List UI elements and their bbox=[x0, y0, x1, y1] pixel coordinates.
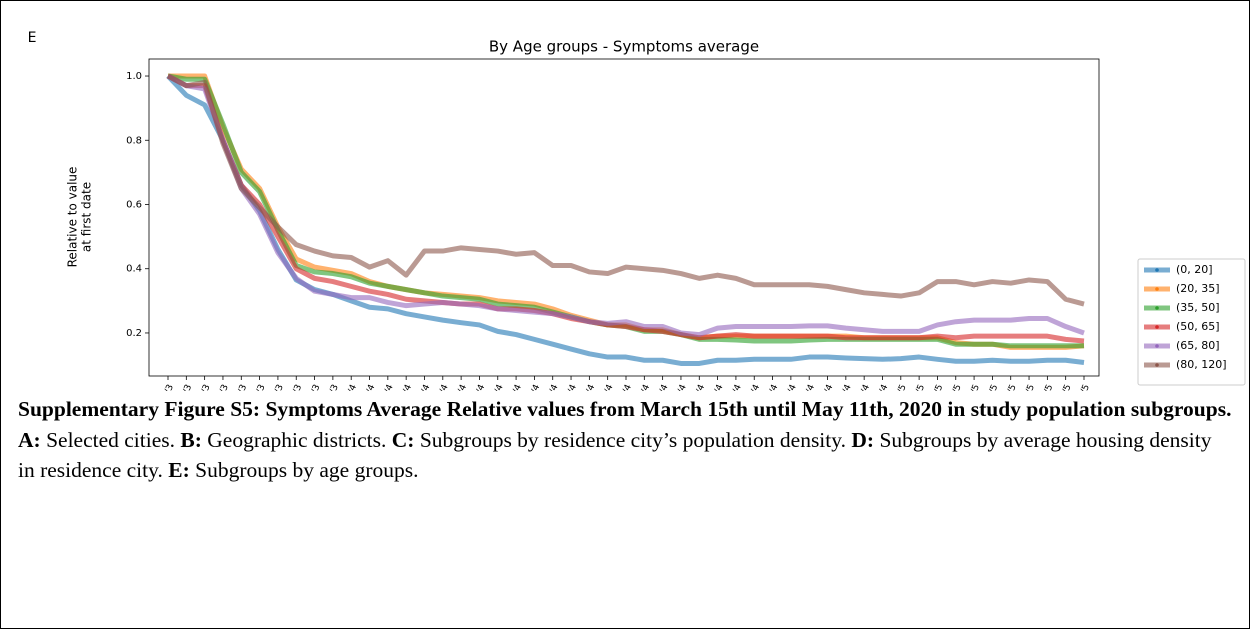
plot-frame bbox=[148, 58, 1100, 377]
y-tick-label: 0.4 bbox=[126, 264, 142, 275]
legend-marker bbox=[1155, 287, 1159, 291]
y-tick-label: 0.6 bbox=[126, 199, 142, 210]
x-tick-label: 6/5 bbox=[985, 383, 1000, 391]
x-tick-label: 4/5 bbox=[949, 383, 964, 391]
x-tick-label: 24/3 bbox=[195, 383, 213, 391]
legend-marker bbox=[1155, 268, 1159, 272]
x-tick-label: 2/4 bbox=[362, 383, 377, 391]
x-tick-label: 28/4 bbox=[836, 383, 854, 391]
x-tick-label: 3/4 bbox=[381, 383, 396, 391]
x-tick-label: 27/4 bbox=[818, 383, 836, 391]
x-tick-label: 27/3 bbox=[250, 383, 268, 391]
x-tick-label: 3/5 bbox=[930, 383, 945, 391]
series-line bbox=[168, 73, 1085, 350]
x-tick-label: 28/3 bbox=[268, 383, 286, 391]
x-tick-label: 22/4 bbox=[726, 383, 744, 391]
x-tick-label: 26/3 bbox=[232, 383, 250, 391]
caption-text: Subgroups by residence city’s population… bbox=[414, 427, 852, 452]
x-tick-label: 18/4 bbox=[653, 383, 671, 391]
caption: Supplementary Figure S5: Symptoms Averag… bbox=[18, 394, 1233, 486]
x-tick-label: 11/5 bbox=[1074, 383, 1092, 391]
x-tick-label: 24/4 bbox=[763, 383, 781, 391]
x-tick-label: 10/5 bbox=[1056, 383, 1074, 391]
x-tick-label: 17/4 bbox=[635, 383, 653, 391]
legend-label: (65, 80] bbox=[1176, 339, 1220, 352]
y-axis-label: at first date bbox=[80, 182, 94, 252]
x-tick-label: 5/4 bbox=[417, 383, 432, 391]
x-tick-label: 25/3 bbox=[213, 383, 231, 391]
y-axis-label: Relative to value bbox=[66, 167, 80, 268]
chart-title: By Age groups - Symptoms average bbox=[489, 38, 759, 56]
legend-marker bbox=[1155, 325, 1159, 329]
caption-text: Subgroups by age groups. bbox=[189, 458, 419, 482]
x-tick-label: 22/3 bbox=[158, 383, 176, 391]
legend-marker bbox=[1155, 306, 1159, 310]
caption-bold: D: bbox=[851, 427, 875, 452]
x-tick-label: 6/4 bbox=[436, 383, 451, 391]
series-line bbox=[167, 73, 1084, 349]
x-tick-label: 8/4 bbox=[472, 383, 487, 391]
legend-marker bbox=[1155, 344, 1159, 348]
x-tick-label: 4/4 bbox=[399, 383, 414, 391]
x-tick-label: 31/3 bbox=[323, 383, 341, 391]
x-tick-label: 20/4 bbox=[690, 383, 708, 391]
caption-text: Geographic districts. bbox=[201, 427, 392, 452]
series-line bbox=[166, 73, 1085, 307]
y-tick-label: 0.2 bbox=[126, 328, 142, 339]
x-tick-label: 23/4 bbox=[745, 383, 763, 391]
caption-bold: C: bbox=[391, 427, 415, 452]
series-line bbox=[166, 73, 1085, 338]
x-tick-label: 1/4 bbox=[344, 383, 359, 391]
caption-text: Selected cities. bbox=[40, 427, 181, 452]
legend-label: (0, 20] bbox=[1176, 263, 1213, 276]
x-tick-label: 30/4 bbox=[873, 383, 891, 391]
y-tick-label: 1.0 bbox=[126, 71, 142, 82]
y-tick-label: 0.8 bbox=[126, 135, 142, 146]
x-tick-label: 15/4 bbox=[598, 383, 616, 391]
x-tick-label: 16/4 bbox=[616, 383, 634, 391]
x-tick-label: 29/4 bbox=[855, 383, 873, 391]
legend-label: (35, 50] bbox=[1176, 301, 1220, 314]
chart: E By Age groups - Symptoms average Relat… bbox=[28, 30, 1246, 391]
caption-bold: A: bbox=[18, 427, 41, 452]
x-tick-label: 25/4 bbox=[781, 383, 799, 391]
x-tick-label: 13/4 bbox=[561, 383, 579, 391]
x-tick-label: 10/4 bbox=[506, 383, 524, 391]
x-tick-label: 14/4 bbox=[580, 383, 598, 391]
x-tick-label: 29/3 bbox=[287, 383, 305, 391]
x-tick-label: 30/3 bbox=[305, 383, 323, 391]
x-tick-label: 2/5 bbox=[912, 383, 927, 391]
x-tick-label: 21/4 bbox=[708, 383, 726, 391]
panel-label: E bbox=[28, 30, 37, 46]
caption-bold: Supplementary Figure S5: Symptoms Averag… bbox=[18, 397, 1232, 421]
x-tick-label: 11/4 bbox=[525, 383, 543, 391]
legend-label: (50, 65] bbox=[1176, 320, 1220, 333]
series-line bbox=[166, 73, 1085, 344]
legend-label: (80, 120] bbox=[1176, 358, 1227, 371]
x-tick-label: 9/5 bbox=[1040, 383, 1055, 391]
x-tick-label: 19/4 bbox=[671, 383, 689, 391]
x-tick-label: 12/4 bbox=[543, 383, 561, 391]
caption-bold: E: bbox=[168, 458, 190, 482]
x-tick-label: 7/5 bbox=[1004, 383, 1019, 391]
x-tick-label: 23/3 bbox=[177, 383, 195, 391]
x-tick-label: 1/5 bbox=[894, 383, 909, 391]
legend-label: (20, 35] bbox=[1176, 282, 1220, 295]
x-tick-label: 8/5 bbox=[1022, 383, 1037, 391]
caption-text: Subgroups by average housing density in … bbox=[18, 427, 1212, 483]
legend-marker bbox=[1155, 363, 1159, 367]
caption-bold: B: bbox=[180, 427, 202, 452]
x-tick-label: 26/4 bbox=[800, 383, 818, 391]
x-tick-label: 9/4 bbox=[491, 383, 506, 391]
x-tick-label: 7/4 bbox=[454, 383, 469, 391]
x-tick-label: 5/5 bbox=[967, 383, 982, 391]
